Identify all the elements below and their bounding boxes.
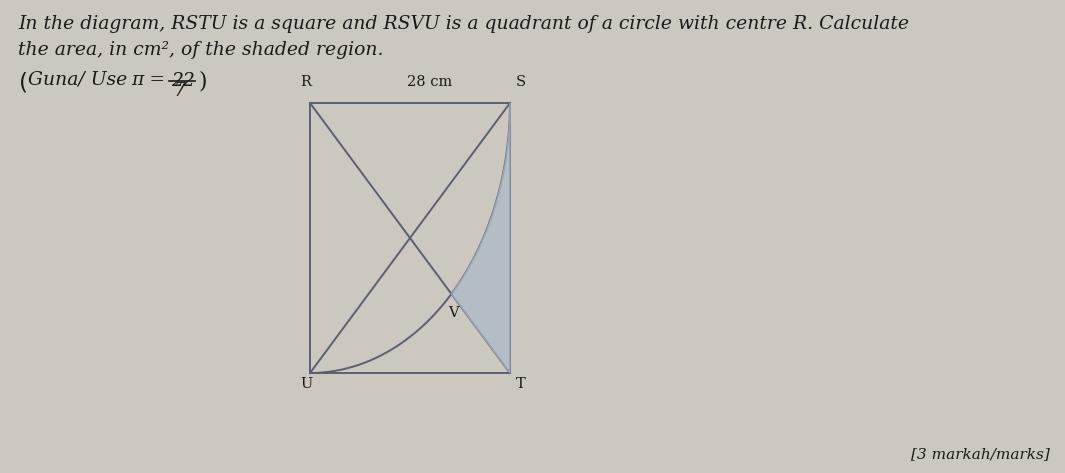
Text: S: S [517,75,526,89]
Text: 28 cm: 28 cm [408,75,453,89]
Text: the area, in cm², of the shaded region.: the area, in cm², of the shaded region. [18,41,383,59]
Text: [3 markah/marks]: [3 markah/marks] [912,447,1050,461]
Text: $\left(\right.$: $\left(\right.$ [18,71,27,95]
Text: π =: π = [131,71,171,89]
Text: R: R [300,75,311,89]
Polygon shape [452,103,510,373]
Text: 7: 7 [174,82,186,100]
Text: ): ) [198,71,207,93]
Text: 22: 22 [171,72,195,90]
Text: V: V [448,306,459,320]
Text: In the diagram, RSTU is a square and RSVU is a quadrant of a circle with centre : In the diagram, RSTU is a square and RSV… [18,15,910,33]
Text: U: U [300,377,312,391]
Text: Guna/ Use: Guna/ Use [28,71,133,89]
Text: T: T [517,377,526,391]
